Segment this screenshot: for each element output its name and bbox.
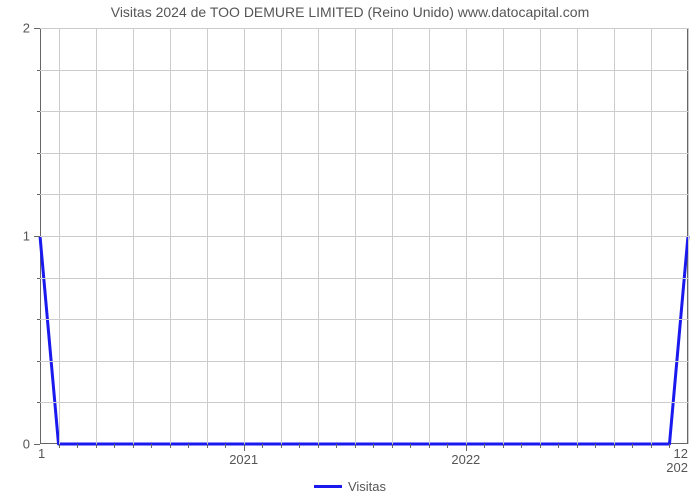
x-minor-tick — [558, 444, 559, 448]
x-minor-tick — [225, 444, 226, 448]
gridline-vertical — [688, 28, 689, 444]
x-minor-tick — [77, 444, 78, 448]
x-minor-tick — [59, 444, 60, 448]
y-minor-tick — [37, 194, 40, 195]
x-axis-label: 2022 — [451, 452, 480, 467]
y-minor-tick — [37, 402, 40, 403]
x-minor-tick — [355, 444, 356, 448]
visits-line-chart: Visitas 2024 de TOO DEMURE LIMITED (Rein… — [0, 0, 700, 500]
x-minor-tick — [299, 444, 300, 448]
gridline-horizontal — [40, 28, 688, 29]
gridline-horizontal — [40, 194, 688, 195]
x-minor-tick — [281, 444, 282, 448]
x-minor-tick — [96, 444, 97, 448]
y-minor-tick — [37, 70, 40, 71]
y-axis-label: 2 — [0, 21, 30, 36]
x-minor-tick — [133, 444, 134, 448]
data-series-line — [0, 0, 700, 500]
gridline-horizontal — [40, 402, 688, 403]
x-minor-tick — [207, 444, 208, 448]
x-minor-tick — [151, 444, 152, 448]
x-minor-tick — [595, 444, 596, 448]
x-minor-tick — [503, 444, 504, 448]
y-minor-tick — [37, 153, 40, 154]
x-minor-tick — [373, 444, 374, 448]
gridline-horizontal — [40, 70, 688, 71]
legend-swatch — [314, 485, 342, 488]
gridline-horizontal — [40, 361, 688, 362]
x-minor-tick — [614, 444, 615, 448]
x-minor-tick — [392, 444, 393, 448]
x-axis-right-edge-label-2: 202 — [666, 460, 688, 475]
x-minor-tick — [484, 444, 485, 448]
x-minor-tick — [669, 444, 670, 448]
x-major-tick — [244, 444, 245, 451]
y-tick — [34, 444, 40, 445]
gridline-horizontal — [40, 111, 688, 112]
x-minor-tick — [114, 444, 115, 448]
y-tick — [34, 28, 40, 29]
x-minor-tick — [447, 444, 448, 448]
y-tick — [34, 236, 40, 237]
x-axis-label: 2021 — [229, 452, 258, 467]
x-minor-tick — [188, 444, 189, 448]
gridline-horizontal — [40, 278, 688, 279]
x-minor-tick — [318, 444, 319, 448]
x-minor-tick — [429, 444, 430, 448]
y-minor-tick — [37, 319, 40, 320]
legend: Visitas — [0, 478, 700, 494]
gridline-horizontal — [40, 236, 688, 237]
x-minor-tick — [262, 444, 263, 448]
y-minor-tick — [37, 278, 40, 279]
gridline-horizontal — [40, 319, 688, 320]
y-minor-tick — [37, 111, 40, 112]
x-axis-left-edge-label: 1 — [38, 446, 45, 461]
x-minor-tick — [540, 444, 541, 448]
x-minor-tick — [410, 444, 411, 448]
x-minor-tick — [651, 444, 652, 448]
x-axis-right-edge-label: 12 — [674, 446, 688, 461]
y-minor-tick — [37, 361, 40, 362]
x-minor-tick — [521, 444, 522, 448]
x-major-tick — [466, 444, 467, 451]
y-axis-label: 0 — [0, 437, 30, 452]
y-axis-label: 1 — [0, 229, 30, 244]
legend-label: Visitas — [348, 479, 386, 494]
x-minor-tick — [577, 444, 578, 448]
x-minor-tick — [336, 444, 337, 448]
x-minor-tick — [632, 444, 633, 448]
gridline-horizontal — [40, 153, 688, 154]
x-minor-tick — [170, 444, 171, 448]
